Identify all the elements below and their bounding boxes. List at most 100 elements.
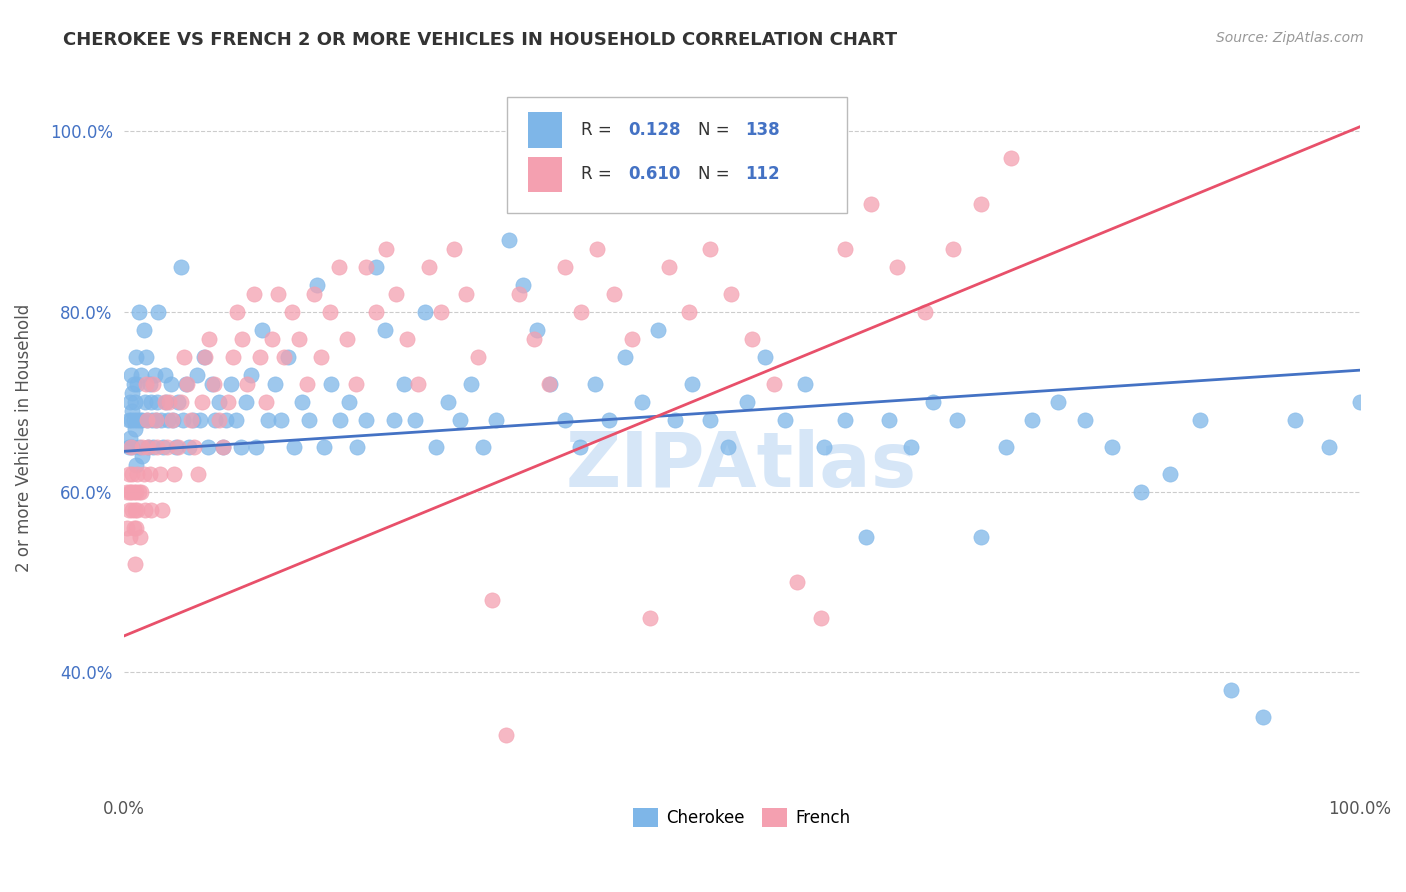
Point bbox=[860, 196, 883, 211]
Point bbox=[181, 413, 204, 427]
Point bbox=[472, 440, 495, 454]
Point bbox=[236, 376, 259, 391]
Point bbox=[127, 376, 149, 391]
Point bbox=[554, 413, 576, 427]
Point bbox=[121, 403, 143, 417]
Point bbox=[538, 376, 561, 391]
Text: 138: 138 bbox=[745, 121, 780, 139]
Point bbox=[129, 484, 152, 499]
Point bbox=[586, 242, 609, 256]
Point bbox=[886, 260, 908, 274]
Point bbox=[312, 440, 335, 454]
Point bbox=[122, 521, 145, 535]
Point bbox=[153, 394, 176, 409]
Point bbox=[172, 413, 194, 427]
Point bbox=[127, 413, 149, 427]
Point bbox=[418, 260, 440, 274]
Point bbox=[118, 467, 141, 481]
Point bbox=[197, 440, 219, 454]
Point bbox=[855, 530, 877, 544]
Point bbox=[217, 394, 239, 409]
Point bbox=[1159, 467, 1181, 481]
Point bbox=[481, 593, 503, 607]
Point bbox=[167, 394, 190, 409]
Point bbox=[620, 332, 643, 346]
Point bbox=[813, 440, 835, 454]
Point bbox=[394, 376, 416, 391]
Point bbox=[138, 376, 160, 391]
Point bbox=[443, 242, 465, 256]
Point bbox=[179, 413, 201, 427]
Point bbox=[190, 413, 212, 427]
Point bbox=[568, 440, 591, 454]
Point bbox=[118, 440, 141, 454]
Point bbox=[135, 350, 157, 364]
Point bbox=[138, 467, 160, 481]
Point bbox=[136, 413, 159, 427]
Point bbox=[129, 368, 152, 382]
Point bbox=[122, 484, 145, 499]
Point bbox=[139, 394, 162, 409]
Point bbox=[449, 413, 471, 427]
Point bbox=[118, 431, 141, 445]
Point bbox=[436, 394, 458, 409]
FancyBboxPatch shape bbox=[527, 112, 562, 147]
Text: 112: 112 bbox=[745, 165, 780, 183]
Point bbox=[160, 413, 183, 427]
Point bbox=[638, 611, 661, 625]
Point bbox=[262, 332, 284, 346]
Point bbox=[215, 413, 238, 427]
Point bbox=[793, 376, 815, 391]
Point bbox=[1220, 683, 1243, 698]
Point bbox=[179, 440, 201, 454]
Point bbox=[121, 385, 143, 400]
Point bbox=[226, 304, 249, 318]
Point bbox=[254, 394, 277, 409]
Point bbox=[598, 413, 620, 427]
Point bbox=[193, 350, 215, 364]
Point bbox=[508, 286, 530, 301]
Point bbox=[678, 304, 700, 318]
Point bbox=[120, 368, 142, 382]
Point bbox=[699, 242, 721, 256]
Point bbox=[132, 323, 155, 337]
Point bbox=[145, 413, 167, 427]
Point bbox=[603, 286, 626, 301]
Point bbox=[319, 304, 342, 318]
Point bbox=[877, 413, 900, 427]
Point bbox=[145, 413, 167, 427]
Point bbox=[614, 350, 637, 364]
Point bbox=[1284, 413, 1306, 427]
Point bbox=[169, 394, 191, 409]
Point bbox=[124, 394, 146, 409]
Point bbox=[250, 323, 273, 337]
Point bbox=[523, 332, 546, 346]
Point bbox=[664, 413, 686, 427]
Point bbox=[583, 376, 606, 391]
Point bbox=[162, 413, 184, 427]
Point bbox=[498, 233, 520, 247]
Point bbox=[270, 413, 292, 427]
Point bbox=[202, 376, 225, 391]
Point bbox=[495, 728, 517, 742]
Point bbox=[467, 350, 489, 364]
Point bbox=[354, 260, 377, 274]
Point bbox=[149, 467, 172, 481]
Point bbox=[658, 260, 681, 274]
Point bbox=[283, 440, 305, 454]
Text: CHEROKEE VS FRENCH 2 OR MORE VEHICLES IN HOUSEHOLD CORRELATION CHART: CHEROKEE VS FRENCH 2 OR MORE VEHICLES IN… bbox=[63, 31, 897, 49]
Point bbox=[142, 440, 165, 454]
Point bbox=[225, 413, 247, 427]
Point bbox=[149, 413, 172, 427]
Point bbox=[204, 413, 226, 427]
Point bbox=[159, 394, 181, 409]
Point bbox=[125, 484, 148, 499]
Point bbox=[406, 376, 429, 391]
Point bbox=[131, 440, 153, 454]
Point bbox=[128, 484, 150, 499]
Point bbox=[121, 440, 143, 454]
Point bbox=[117, 521, 139, 535]
Point bbox=[328, 260, 350, 274]
Point bbox=[242, 286, 264, 301]
Text: Source: ZipAtlas.com: Source: ZipAtlas.com bbox=[1216, 31, 1364, 45]
